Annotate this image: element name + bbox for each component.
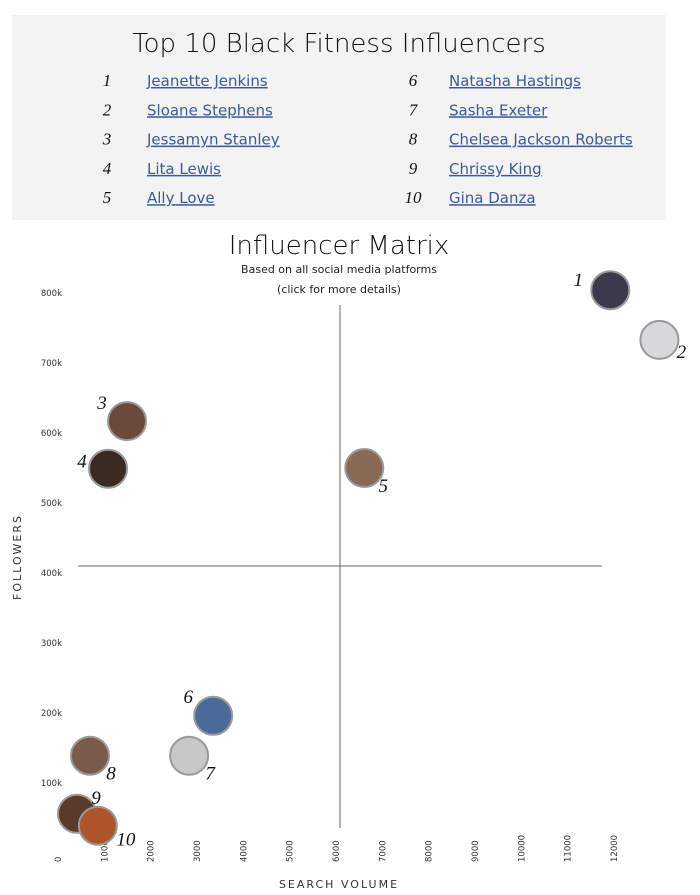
chart-title: Influencer Matrix <box>229 231 450 261</box>
influencer-avatar[interactable] <box>88 448 129 489</box>
rank-number: 2 <box>103 100 112 119</box>
point-label: 7 <box>205 764 216 785</box>
x-tick-label: 4000 <box>239 840 249 862</box>
influencer-link[interactable]: Jeanette Jenkins <box>146 72 268 90</box>
rank-number: 6 <box>409 71 418 90</box>
rank-number: 9 <box>409 159 418 178</box>
page-title: Top 10 Black Fitness Influencers <box>132 29 546 59</box>
point-label: 3 <box>96 393 107 414</box>
influencer-link[interactable]: Jessamyn Stanley <box>146 131 280 149</box>
point-label: 2 <box>677 342 687 363</box>
y-tick-label: 200k <box>41 709 62 719</box>
x-tick-label: 10000 <box>517 835 527 862</box>
influencer-link[interactable]: Gina Danza <box>449 189 536 207</box>
chart-subtitle: Based on all social media platforms <box>241 263 437 276</box>
influencer-avatar[interactable] <box>639 319 680 360</box>
point-label: 9 <box>91 788 101 809</box>
x-tick-label: 6000 <box>332 840 342 862</box>
rank-number: 5 <box>103 188 112 207</box>
influencer-link[interactable]: Ally Love <box>147 189 215 207</box>
rank-number: 7 <box>409 100 419 119</box>
influencer-avatar[interactable] <box>77 805 118 846</box>
x-tick-label: 12000 <box>610 835 620 862</box>
influencer-avatar[interactable] <box>344 448 385 488</box>
rank-number: 3 <box>102 130 112 149</box>
influencer-link[interactable]: Lita Lewis <box>147 160 221 178</box>
influencer-avatar[interactable] <box>590 270 631 311</box>
influencer-link[interactable]: Sasha Exeter <box>449 101 548 119</box>
list-panel <box>12 15 666 220</box>
x-tick-label: 3000 <box>193 840 203 862</box>
y-tick-label: 500k <box>41 499 62 509</box>
y-tick-label: 700k <box>41 359 62 369</box>
influencer-avatar[interactable] <box>69 735 110 776</box>
influencer-avatar[interactable] <box>169 735 210 776</box>
influencer-link[interactable]: Chrissy King <box>449 160 542 178</box>
y-axis-label: FOLLOWERS <box>11 514 24 600</box>
y-tick-label: 300k <box>41 639 62 649</box>
point-label: 1 <box>574 270 584 291</box>
x-tick-label: 11000 <box>564 835 574 862</box>
rank-number: 4 <box>103 159 112 178</box>
x-tick-label: 5000 <box>286 840 296 862</box>
x-tick-label: 0 <box>54 857 64 862</box>
x-tick-label: 1000 <box>100 840 110 862</box>
rank-number: 1 <box>103 71 112 90</box>
point-label: 6 <box>183 687 193 708</box>
y-tick-label: 100k <box>41 779 62 789</box>
rank-number: 8 <box>409 130 418 149</box>
x-tick-label: 9000 <box>471 840 481 862</box>
y-tick-label: 600k <box>41 429 62 439</box>
y-tick-label: 400k <box>41 569 62 579</box>
x-axis-label: SEARCH VOLUME <box>279 878 399 891</box>
rank-number: 10 <box>405 188 423 207</box>
point-label: 5 <box>379 476 389 497</box>
influencer-avatar[interactable] <box>107 401 148 442</box>
chart-subtitle: (click for more details) <box>277 283 401 296</box>
x-tick-label: 8000 <box>425 840 435 862</box>
influencer-link[interactable]: Sloane Stephens <box>147 101 273 119</box>
x-tick-label: 2000 <box>147 840 157 862</box>
point-label: 8 <box>106 764 116 785</box>
point-label: 10 <box>116 830 136 851</box>
x-tick-label: 7000 <box>378 840 388 862</box>
influencer-link[interactable]: Chelsea Jackson Roberts <box>449 131 633 149</box>
y-tick-label: 800k <box>41 289 62 299</box>
point-label: 4 <box>77 452 87 473</box>
influencer-link[interactable]: Natasha Hastings <box>449 72 581 90</box>
influencer-avatar[interactable] <box>193 695 234 736</box>
